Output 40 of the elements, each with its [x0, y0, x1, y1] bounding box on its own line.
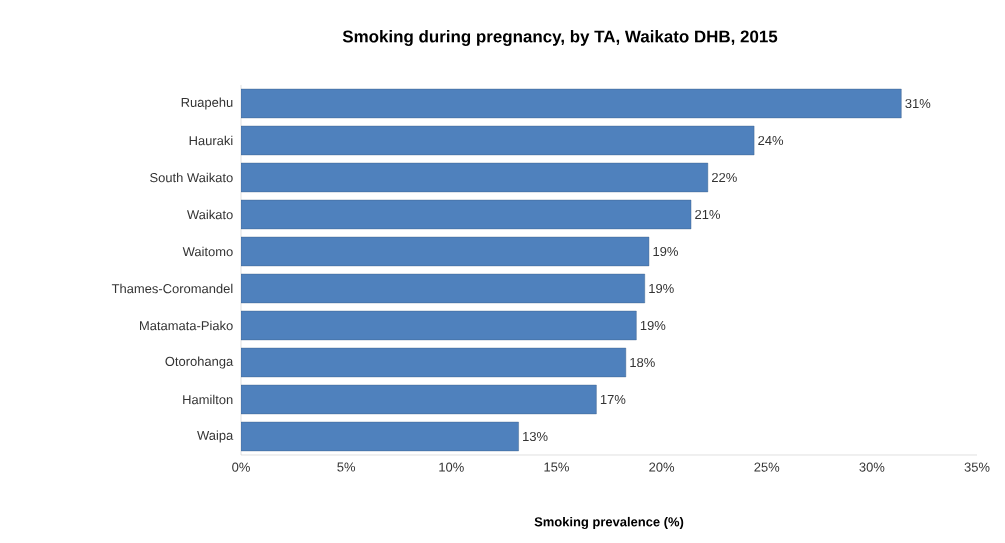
x-tick-label: 0% — [232, 462, 250, 472]
y-tick-label: Hamilton — [183, 394, 233, 405]
data-label: 22% — [712, 172, 737, 183]
data-label: 19% — [640, 320, 666, 331]
y-tick-label: South Waikato — [150, 172, 233, 183]
bar — [241, 199, 692, 230]
y-tick-label: Matamata-Piako — [140, 320, 233, 331]
bar — [241, 310, 637, 341]
y-tick-label: Waitomo — [182, 246, 233, 257]
bar — [241, 421, 519, 452]
bar — [241, 384, 597, 415]
x-tick-label: 25% — [754, 462, 780, 472]
y-tick-label: Waikato — [187, 209, 233, 220]
x-tick-label: 10% — [439, 462, 464, 472]
chart-title: Smoking during pregnancy, by TA, Waikato DHB, 2015 — [342, 30, 778, 46]
x-tick-label: 20% — [649, 462, 675, 472]
data-label: 13% — [523, 431, 548, 442]
data-label: 24% — [758, 135, 784, 146]
data-label: 18% — [630, 357, 655, 368]
x-tick-label: 30% — [859, 462, 885, 472]
data-label: 17% — [600, 394, 626, 405]
x-axis-title: Smoking prevalence (%) — [534, 516, 684, 530]
y-tick-label: Hauraki — [189, 135, 233, 146]
data-label: 19% — [653, 246, 678, 257]
y-tick-label: Waipa — [197, 430, 234, 443]
bar — [241, 162, 709, 193]
bar — [241, 236, 650, 267]
x-tick-label: 5% — [337, 462, 356, 472]
data-label: 31% — [905, 98, 931, 109]
y-tick-label: Thames-Coromandel — [111, 283, 233, 294]
bar — [241, 88, 902, 119]
bar — [241, 273, 645, 304]
x-tick-label: 35% — [964, 462, 990, 472]
y-tick-label: Otorohanga — [165, 356, 234, 369]
data-label: 19% — [649, 283, 674, 294]
data-label: 21% — [695, 209, 720, 220]
bar — [241, 347, 627, 378]
x-tick-label: 15% — [544, 462, 569, 472]
bar — [241, 125, 755, 156]
y-tick-label: Ruapehu — [181, 97, 233, 110]
